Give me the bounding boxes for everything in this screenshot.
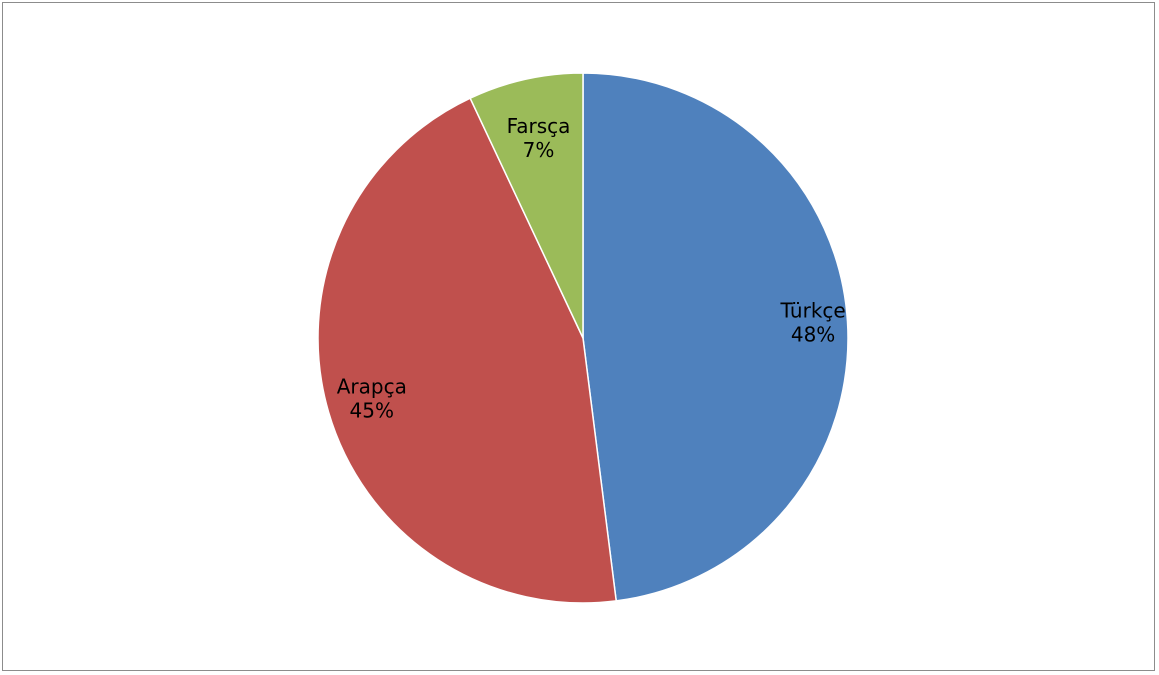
pie-slice-0 (582, 72, 849, 602)
slice-label-0: Türkçe 48% (779, 299, 845, 347)
slice-category-1: Arapça (337, 374, 407, 398)
slice-label-1: Arapça 45% (337, 374, 407, 422)
slice-percent-1: 45% (350, 398, 394, 422)
slice-percent-2: 7% (523, 138, 555, 162)
pie-slice-2 (469, 72, 584, 339)
slice-category-0: Türkçe (779, 299, 845, 323)
slice-percent-0: 48% (791, 323, 835, 347)
pie-slice-1 (317, 97, 618, 604)
slice-category-2: Farsça (507, 114, 571, 138)
slice-label-2: Farsça 7% (507, 114, 571, 162)
